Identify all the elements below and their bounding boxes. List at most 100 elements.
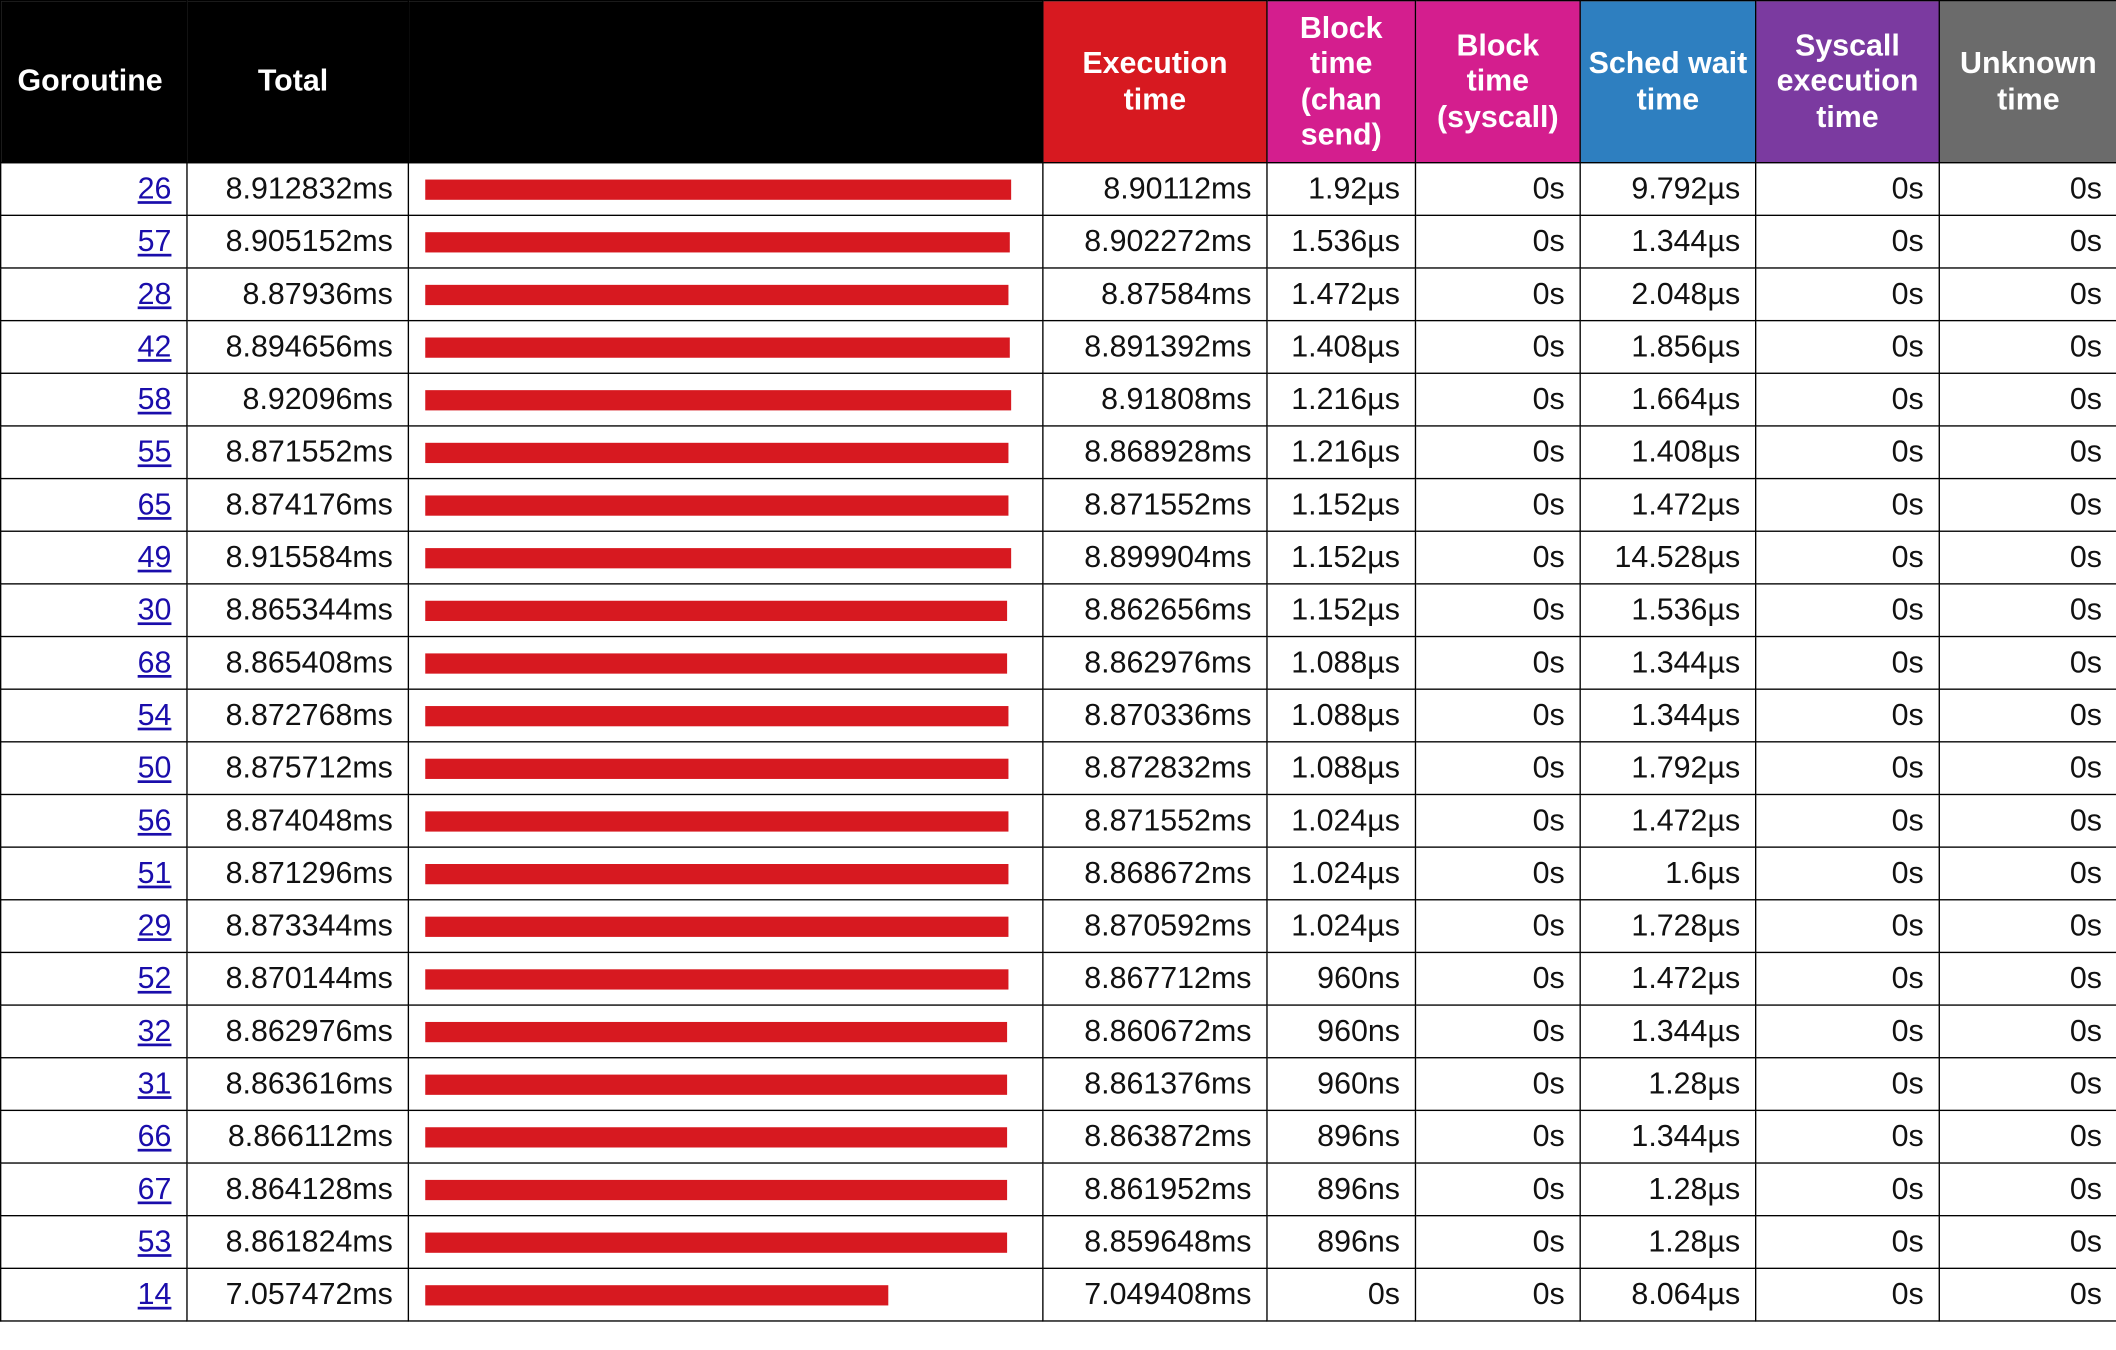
execution-time-cell: 8.868928ms — [1042, 425, 1268, 480]
table-row: 29 8.873344ms 8.870592ms 1.024µs 0s 1.728µs 0s… — [0, 899, 2116, 954]
unknown-time-cell: 0s — [1938, 267, 2116, 322]
table-row: 52 8.870144ms 8.867712ms 960ns 0s 1.472µs 0s 0s — [0, 951, 2116, 1006]
bar-cell — [407, 267, 1044, 322]
goroutine-id-cell: 52 — [0, 951, 188, 1006]
table-body: 26 8.912832ms 8.90112ms 1.92µs 0s 9.792µs 0s 0s… — [0, 162, 2116, 1322]
execution-bar — [425, 968, 1009, 989]
bar-cell — [407, 162, 1044, 216]
table-row: 53 8.861824ms 8.859648ms 896ns 0s 1.28µs 0s 0s — [0, 1215, 2116, 1270]
execution-time-cell: 8.861952ms — [1042, 1162, 1268, 1217]
goroutine-id-cell: 54 — [0, 688, 188, 743]
goroutine-id-cell: 67 — [0, 1162, 188, 1217]
execution-bar — [425, 705, 1009, 726]
total-cell: 8.871552ms — [186, 425, 410, 480]
goroutine-id-cell: 50 — [0, 741, 188, 796]
table-row: 58 8.92096ms 8.91808ms 1.216µs 0s 1.664µs 0s 0s — [0, 372, 2116, 427]
goroutine-link[interactable]: 58 — [137, 382, 172, 416]
block-chan-send-cell: 1.024µs — [1266, 793, 1417, 848]
goroutine-link[interactable]: 66 — [137, 1119, 172, 1153]
block-syscall-cell: 0s — [1414, 1267, 1581, 1322]
goroutine-id-cell: 28 — [0, 267, 188, 322]
unknown-time-cell: 0s — [1938, 425, 2116, 480]
goroutine-link[interactable]: 57 — [137, 224, 172, 258]
table-row: 51 8.871296ms 8.868672ms 1.024µs 0s 1.6µs 0s 0s — [0, 846, 2116, 901]
goroutine-link[interactable]: 30 — [137, 592, 172, 627]
goroutine-link[interactable]: 53 — [137, 1224, 172, 1259]
syscall-execution-cell: 0s — [1755, 214, 1940, 269]
block-syscall-cell: 0s — [1414, 372, 1581, 427]
total-cell: 8.875712ms — [186, 741, 410, 796]
goroutine-link[interactable]: 31 — [137, 1066, 172, 1101]
unknown-time-cell: 0s — [1938, 214, 2116, 269]
block-chan-send-cell: 960ns — [1266, 1057, 1417, 1112]
goroutine-link[interactable]: 51 — [137, 855, 172, 890]
unknown-time-cell: 0s — [1938, 951, 2116, 1006]
syscall-execution-cell: 0s — [1755, 530, 1940, 585]
sched-wait-cell: 2.048µs — [1579, 267, 1757, 322]
execution-time-cell: 8.862976ms — [1042, 635, 1268, 690]
table-row: 67 8.864128ms 8.861952ms 896ns 0s 1.28µs 0s 0s — [0, 1162, 2116, 1217]
total-cell: 8.874176ms — [186, 477, 410, 532]
syscall-execution-cell: 0s — [1755, 793, 1940, 848]
goroutine-id-cell: 56 — [0, 793, 188, 848]
execution-bar — [425, 336, 1010, 358]
goroutine-link[interactable]: 56 — [137, 803, 172, 837]
execution-bar — [425, 284, 1009, 305]
goroutine-link[interactable]: 26 — [137, 171, 172, 206]
block-chan-send-cell: 896ns — [1266, 1109, 1417, 1164]
goroutine-link[interactable]: 29 — [137, 908, 172, 943]
total-cell: 8.870144ms — [186, 951, 410, 1006]
bar-cell — [407, 1162, 1044, 1217]
total-cell: 8.894656ms — [186, 319, 410, 374]
goroutine-link[interactable]: 28 — [137, 276, 172, 311]
total-cell: 8.915584ms — [186, 530, 410, 585]
goroutine-link[interactable]: 67 — [137, 1171, 172, 1206]
goroutine-link[interactable]: 54 — [137, 697, 172, 732]
syscall-execution-cell: 0s — [1755, 1267, 1940, 1322]
table-row: 26 8.912832ms 8.90112ms 1.92µs 0s 9.792µs 0s 0s — [0, 162, 2116, 216]
execution-time-cell: 8.870592ms — [1042, 899, 1268, 954]
goroutine-link[interactable]: 68 — [137, 645, 172, 680]
execution-time-cell: 8.863872ms — [1042, 1109, 1268, 1164]
unknown-time-cell: 0s — [1938, 530, 2116, 585]
syscall-execution-cell: 0s — [1755, 1004, 1940, 1059]
goroutine-link[interactable]: 32 — [137, 1013, 172, 1048]
total-cell: 8.92096ms — [186, 372, 410, 427]
total-cell: 8.865408ms — [186, 635, 410, 690]
table-row: 57 8.905152ms 8.902272ms 1.536µs 0s 1.344µs 0s… — [0, 214, 2116, 269]
goroutine-link[interactable]: 49 — [137, 540, 172, 574]
table-row: 66 8.866112ms 8.863872ms 896ns 0s 1.344µs 0s 0s — [0, 1109, 2116, 1164]
header-unknown-time: Unknown time — [1938, 0, 2116, 164]
table-row: 49 8.915584ms 8.899904ms 1.152µs 0s 14.528µs 0… — [0, 530, 2116, 585]
goroutine-link[interactable]: 52 — [137, 961, 172, 995]
goroutine-link[interactable]: 42 — [137, 329, 172, 364]
syscall-execution-cell: 0s — [1755, 741, 1940, 796]
block-syscall-cell: 0s — [1414, 846, 1581, 901]
total-cell: 8.863616ms — [186, 1057, 410, 1112]
syscall-execution-cell: 0s — [1755, 899, 1940, 954]
block-chan-send-cell: 1.024µs — [1266, 846, 1417, 901]
goroutine-link[interactable]: 55 — [137, 434, 172, 469]
table-row: 31 8.863616ms 8.861376ms 960ns 0s 1.28µs 0s 0s — [0, 1057, 2116, 1112]
block-chan-send-cell: 1.472µs — [1266, 267, 1417, 322]
block-chan-send-cell: 1.088µs — [1266, 635, 1417, 690]
unknown-time-cell: 0s — [1938, 1267, 2116, 1322]
sched-wait-cell: 1.664µs — [1579, 372, 1757, 427]
execution-time-cell: 8.862656ms — [1042, 583, 1268, 638]
goroutine-link[interactable]: 50 — [137, 750, 172, 785]
unknown-time-cell: 0s — [1938, 162, 2116, 216]
goroutine-id-cell: 65 — [0, 477, 188, 532]
bar-cell — [407, 372, 1044, 427]
block-syscall-cell: 0s — [1414, 1057, 1581, 1112]
goroutine-id-cell: 42 — [0, 319, 188, 374]
execution-time-cell: 8.860672ms — [1042, 1004, 1268, 1059]
block-syscall-cell: 0s — [1414, 793, 1581, 848]
goroutine-id-cell: 30 — [0, 583, 188, 638]
block-chan-send-cell: 1.216µs — [1266, 425, 1417, 480]
bar-cell — [407, 1109, 1044, 1164]
goroutine-link[interactable]: 14 — [137, 1277, 172, 1311]
bar-cell — [407, 477, 1044, 532]
block-syscall-cell: 0s — [1414, 162, 1581, 216]
syscall-execution-cell: 0s — [1755, 477, 1940, 532]
goroutine-link[interactable]: 65 — [137, 487, 172, 522]
